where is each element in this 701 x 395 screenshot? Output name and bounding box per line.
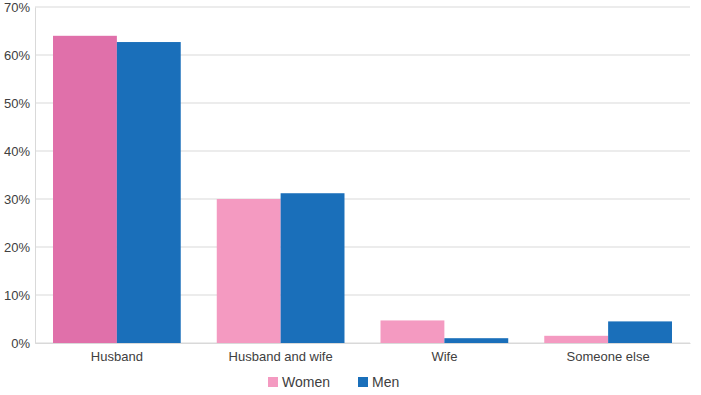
y-tick: 0%: [11, 336, 35, 351]
y-tick-label: 30%: [4, 192, 30, 207]
bar: [53, 36, 117, 343]
x-tick-label: Wife: [431, 349, 457, 364]
x-axis: Husband Husband and wife Wife Someone else: [36, 343, 691, 364]
y-tick-label: 40%: [4, 144, 30, 159]
bars: [53, 36, 672, 343]
bar: [608, 321, 672, 343]
y-tick-label: 50%: [4, 96, 30, 111]
y-tick: 50%: [4, 96, 35, 111]
plot: 0% 10% 20% 30% 40% 50% 60% 70% Husband Husband an…: [4, 0, 691, 364]
legend-swatch: [358, 377, 368, 387]
legend-label: Men: [372, 374, 399, 390]
x-tick: Husband and wife: [229, 343, 333, 364]
legend-item: Men: [358, 374, 399, 390]
y-tick: 20%: [4, 240, 35, 255]
x-tick: Wife: [431, 343, 457, 364]
bar: [281, 193, 345, 343]
x-axis-line: [36, 343, 691, 344]
grid-line: [35, 7, 690, 8]
bar: [117, 42, 181, 343]
y-tick-label: 20%: [4, 240, 30, 255]
y-tick-label: 60%: [4, 48, 30, 63]
y-tick-label: 0%: [11, 336, 30, 351]
x-tick-label: Husband: [91, 349, 143, 364]
y-tick: 60%: [4, 48, 35, 63]
x-tick-label: Husband and wife: [229, 349, 333, 364]
x-tick-label: Someone else: [567, 349, 650, 364]
bar: [544, 336, 608, 343]
y-tick-label: 10%: [4, 288, 30, 303]
y-tick: 30%: [4, 192, 35, 207]
legend-label: Women: [282, 374, 330, 390]
y-axis: 0% 10% 20% 30% 40% 50% 60% 70%: [4, 0, 36, 351]
grid: [35, 7, 690, 343]
y-tick: 70%: [4, 0, 35, 15]
bar: [217, 199, 281, 343]
chart: 0% 10% 20% 30% 40% 50% 60% 70% Husband Husband an…: [0, 0, 701, 395]
y-tick-label: 70%: [4, 0, 30, 15]
legend: Women Men: [268, 374, 399, 390]
y-tick: 40%: [4, 144, 35, 159]
y-tick: 10%: [4, 288, 35, 303]
legend-item: Women: [268, 374, 330, 390]
bar: [444, 338, 508, 343]
x-tick: Someone else: [567, 343, 650, 364]
legend-swatch: [268, 377, 278, 387]
x-tick: Husband: [91, 343, 143, 364]
y-axis-line: [35, 8, 36, 344]
bar: [381, 320, 445, 343]
